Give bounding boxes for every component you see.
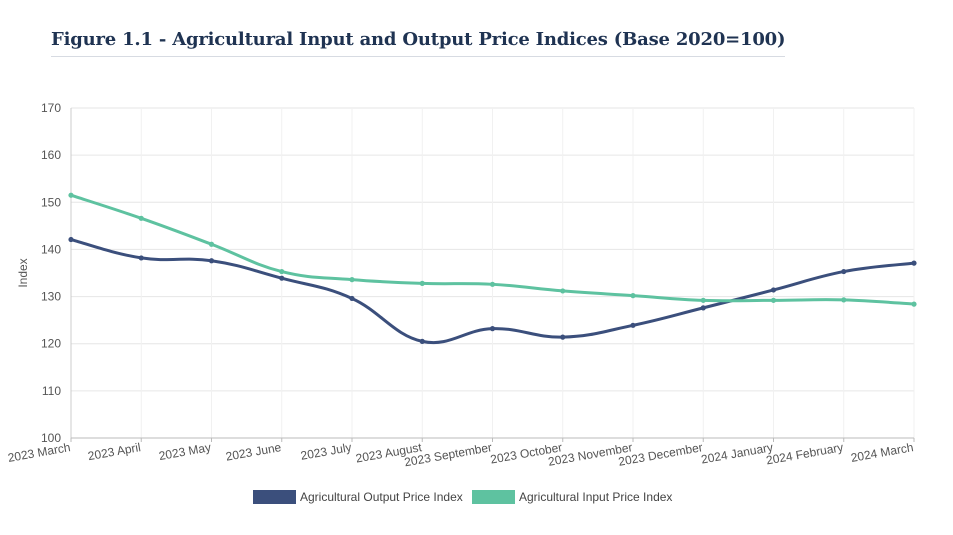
data-point[interactable] [841, 297, 847, 303]
data-point[interactable] [770, 287, 777, 293]
data-point[interactable] [489, 326, 496, 332]
x-tick-label: 2023 March [7, 440, 72, 465]
y-tick-label: 110 [42, 384, 61, 398]
data-point[interactable] [489, 281, 496, 287]
x-tick-label: 2024 March [850, 440, 915, 465]
y-tick-label: 170 [41, 101, 61, 115]
data-point[interactable] [279, 268, 285, 275]
data-point[interactable] [349, 277, 355, 283]
data-point[interactable] [68, 236, 74, 243]
data-point[interactable] [911, 301, 917, 307]
x-tick-label: 2024 January [700, 440, 774, 466]
data-point[interactable] [419, 338, 425, 344]
x-tick-label: 2023 April [87, 440, 142, 463]
data-point[interactable] [911, 260, 917, 266]
data-point[interactable] [700, 305, 706, 311]
data-point[interactable] [419, 280, 425, 286]
data-point[interactable] [68, 192, 74, 198]
data-point[interactable] [138, 215, 144, 221]
data-point[interactable] [349, 295, 355, 302]
x-tick-label: 2023 May [158, 440, 212, 463]
figure-title: Figure 1.1 - Agricultural Input and Outp… [51, 29, 786, 57]
y-tick-label: 120 [41, 337, 61, 351]
data-point[interactable] [560, 334, 566, 340]
legend-label[interactable]: Agricultural Output Price Index [300, 490, 463, 504]
data-point[interactable] [560, 288, 566, 294]
y-tick-label: 130 [41, 290, 61, 304]
x-tick-label: 2023 June [225, 440, 283, 464]
data-point[interactable] [208, 241, 215, 247]
data-point[interactable] [841, 268, 847, 275]
y-tick-label: 160 [41, 148, 61, 162]
data-point[interactable] [630, 322, 636, 328]
data-point[interactable] [279, 275, 285, 281]
legend-swatch[interactable] [472, 490, 515, 504]
x-tick-label: 2023 July [299, 440, 352, 463]
data-point[interactable] [770, 297, 777, 303]
y-tick-label: 150 [41, 195, 61, 209]
data-point[interactable] [208, 258, 215, 264]
x-tick-label: 2024 February [765, 440, 844, 467]
data-point[interactable] [138, 255, 144, 261]
y-axis-title: Index [16, 258, 30, 287]
legend-label[interactable]: Agricultural Input Price Index [519, 490, 672, 504]
data-point[interactable] [700, 297, 706, 303]
y-tick-label: 100 [41, 431, 61, 445]
legend-swatch[interactable] [253, 490, 296, 504]
data-point[interactable] [630, 293, 636, 299]
y-tick-label: 140 [41, 242, 61, 256]
